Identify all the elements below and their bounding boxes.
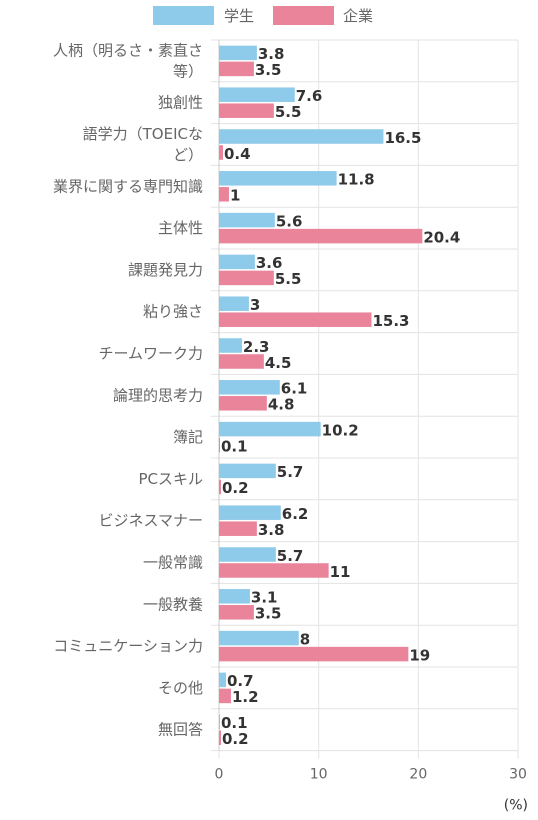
bar-student-1 [219, 45, 257, 61]
bar-company-16 [219, 688, 231, 704]
bar-student-12 [219, 505, 281, 520]
category-label-17: 無回答 [158, 721, 203, 739]
value-label-student-2: 7.6 [296, 87, 323, 105]
legend-swatch-2 [273, 6, 334, 25]
value-label-student-3: 16.5 [384, 129, 421, 147]
category-label-13: 一般常識 [143, 554, 203, 572]
value-label-student-17: 0.1 [221, 714, 248, 732]
category-label-10: 簿記 [173, 428, 203, 446]
value-label-company-14: 3.5 [255, 605, 282, 623]
value-label-company-16: 1.2 [232, 688, 259, 706]
value-label-student-13: 5.7 [277, 547, 304, 565]
bar-student-14 [219, 589, 250, 604]
value-label-student-15: 8 [300, 630, 310, 648]
bar-company-13 [219, 563, 329, 578]
category-label-3-line-1: 語学力（TOEICな [83, 125, 203, 143]
category-label-6: 課題発見力 [128, 261, 203, 279]
x-unit-label: (%) [504, 798, 528, 814]
value-label-company-6: 5.5 [275, 270, 302, 288]
category-label-14: 一般教養 [143, 595, 203, 613]
value-label-student-16: 0.7 [227, 672, 254, 690]
value-label-company-4: 1 [230, 187, 240, 205]
bar-student-6 [219, 254, 255, 270]
bar-company-6 [219, 270, 274, 286]
bar-student-11 [219, 463, 276, 479]
x-tick-label-2: 10 [310, 767, 328, 783]
bar-company-11 [219, 479, 221, 495]
bar-company-5 [219, 228, 423, 244]
x-tick-label-4: 30 [509, 767, 527, 783]
category-label-4: 業界に関する専門知識 [53, 177, 203, 195]
bar-student-16 [219, 672, 226, 688]
bar-student-17 [219, 714, 220, 729]
bar-student-15 [219, 630, 299, 646]
category-label-3-line-2: ど） [173, 146, 203, 164]
value-label-company-15: 19 [409, 646, 430, 664]
category-label-12: ビジネスマナー [98, 512, 203, 530]
value-label-student-10: 10.2 [322, 421, 359, 439]
category-label-1-line-1: 人柄（明るさ・素直さ [53, 41, 203, 59]
value-label-student-4: 11.8 [338, 171, 375, 189]
value-label-company-10: 0.1 [221, 437, 248, 455]
bar-student-7 [219, 296, 249, 311]
value-label-student-11: 5.7 [277, 463, 304, 481]
value-label-company-1: 3.5 [255, 61, 282, 79]
value-label-company-13: 11 [330, 563, 351, 581]
bar-student-9 [219, 380, 280, 395]
category-label-16: その他 [158, 679, 203, 697]
bar-company-10 [219, 437, 220, 453]
value-label-student-1: 3.8 [258, 45, 285, 63]
bar-company-1 [219, 61, 254, 77]
value-label-company-7: 15.3 [372, 312, 409, 330]
value-label-student-8: 2.3 [243, 338, 270, 356]
category-label-7: 粘り強さ [143, 303, 203, 321]
category-label-15: コミュニケーション力 [53, 637, 203, 655]
bar-student-13 [219, 547, 276, 562]
bar-company-14 [219, 605, 254, 620]
bar-company-2 [219, 103, 274, 118]
x-tick-label-3: 20 [409, 767, 427, 783]
bar-student-5 [219, 212, 275, 228]
category-label-1-line-2: 等） [173, 62, 203, 80]
category-label-9: 論理的思考力 [113, 386, 203, 404]
bar-student-2 [219, 87, 295, 102]
value-label-company-17: 0.2 [222, 730, 249, 748]
value-label-student-14: 3.1 [251, 589, 278, 607]
value-label-student-5: 5.6 [276, 212, 303, 230]
bar-company-15 [219, 646, 409, 662]
category-label-11: PCスキル [138, 470, 203, 488]
value-label-company-8: 4.5 [265, 354, 292, 372]
value-label-company-12: 3.8 [258, 521, 285, 539]
legend-label-2: 企業 [343, 7, 373, 25]
category-label-8: チームワーク力 [98, 345, 203, 363]
bar-student-8 [219, 338, 242, 353]
bar-company-4 [219, 187, 229, 202]
value-label-student-12: 6.2 [282, 505, 309, 523]
legend-label-1: 学生 [224, 7, 254, 25]
value-label-student-7: 3 [250, 296, 260, 314]
value-label-company-9: 4.8 [268, 396, 295, 414]
bar-company-9 [219, 396, 267, 411]
value-label-company-11: 0.2 [222, 479, 249, 497]
bar-student-4 [219, 171, 337, 186]
bar-company-8 [219, 354, 264, 369]
value-label-company-3: 0.4 [224, 145, 251, 163]
bar-company-3 [219, 145, 223, 160]
value-label-company-5: 20.4 [423, 228, 460, 246]
value-label-student-6: 3.6 [256, 254, 283, 272]
value-label-student-9: 6.1 [281, 380, 308, 398]
bar-student-10 [219, 421, 321, 437]
bar-company-12 [219, 521, 257, 536]
bar-company-7 [219, 312, 372, 327]
bar-company-17 [219, 730, 221, 745]
category-label-5: 主体性 [158, 219, 203, 237]
x-tick-label-1: 0 [215, 767, 224, 783]
legend-swatch-1 [153, 6, 214, 25]
value-label-company-2: 5.5 [275, 103, 302, 121]
bar-student-3 [219, 129, 384, 144]
category-label-2: 独創性 [158, 94, 203, 112]
